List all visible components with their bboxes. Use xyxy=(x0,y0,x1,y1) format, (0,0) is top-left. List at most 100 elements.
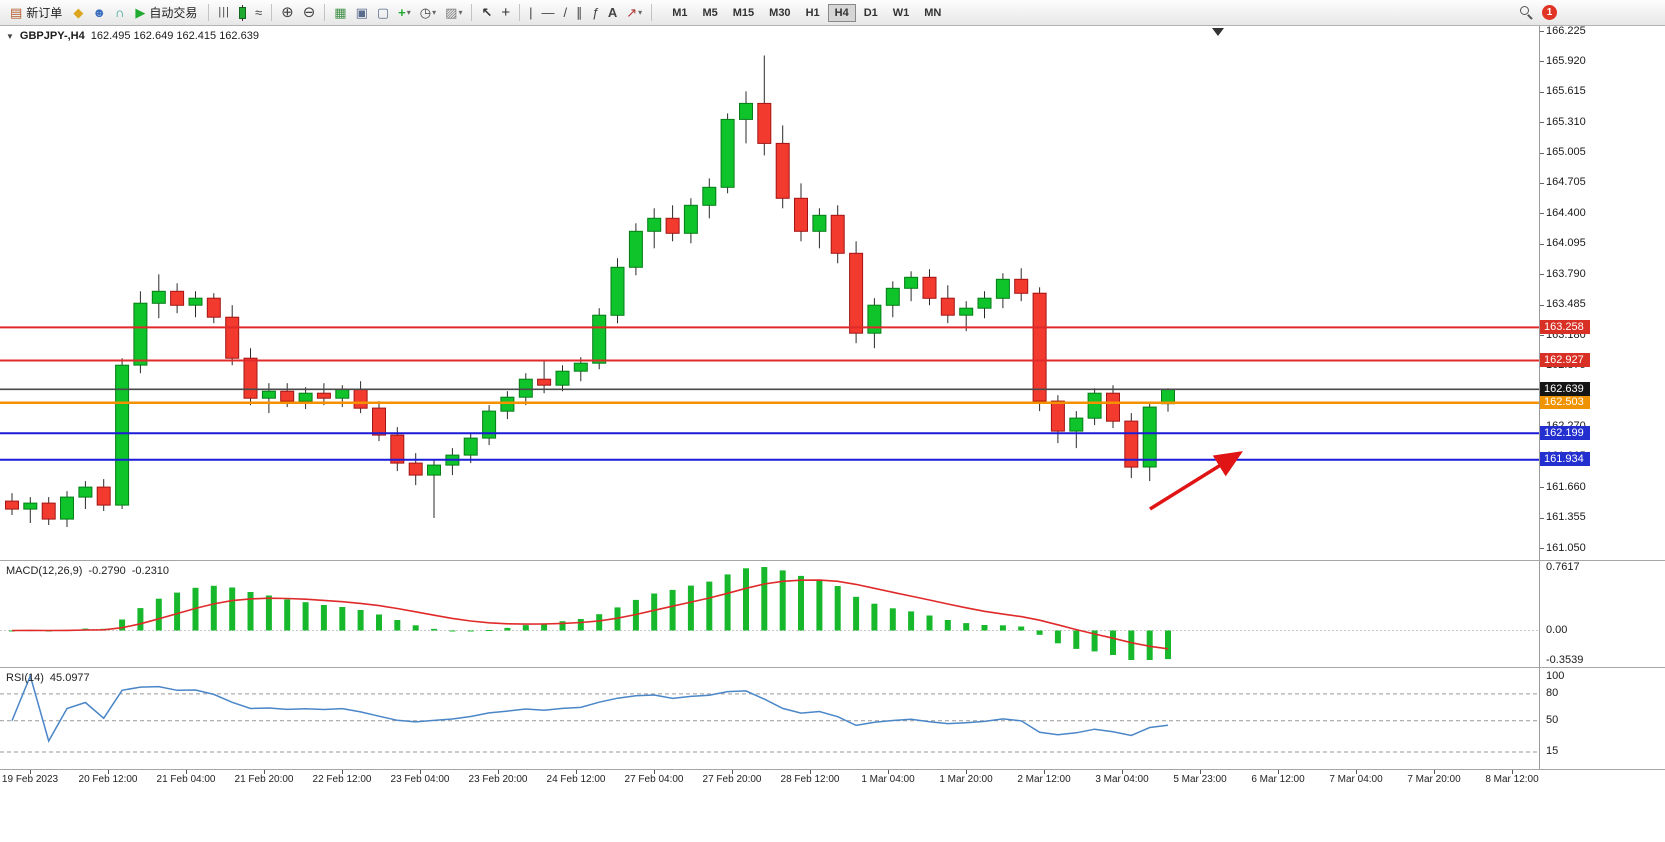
new-order-button[interactable]: ▤ 新订单 xyxy=(4,2,68,24)
trendline-tool-icon[interactable]: / xyxy=(563,5,568,20)
timeframe-button-m15[interactable]: M15 xyxy=(732,6,755,19)
price-axis-tick xyxy=(1540,335,1544,337)
price-axis-label: 161.050 xyxy=(1546,541,1586,554)
panel-separator[interactable] xyxy=(0,560,1665,561)
price-axis-label: 164.095 xyxy=(1546,237,1586,250)
diamond-icon[interactable]: ◆ xyxy=(73,5,84,20)
tile-windows-icon[interactable]: ▦ xyxy=(334,5,347,20)
one-click-trading-toggle-icon[interactable]: ▼ xyxy=(6,31,14,41)
timeframe-button-d1[interactable]: D1 xyxy=(863,6,878,19)
timeframe-button-h1[interactable]: H1 xyxy=(805,6,820,19)
chevron-down-icon: ▾ xyxy=(432,8,437,17)
toolbar-separator xyxy=(208,4,210,21)
macd-canvas[interactable] xyxy=(0,561,1540,667)
time-axis-tick xyxy=(108,770,109,774)
search-icon-handle xyxy=(1527,14,1533,20)
zoom-out-icon[interactable]: ⊖ xyxy=(302,4,316,21)
plus-icon: + xyxy=(398,5,406,20)
channel-tool-icon[interactable]: ∥ xyxy=(576,5,583,20)
price-level-tag: 163.258 xyxy=(1540,319,1590,334)
time-axis-tick xyxy=(810,770,811,774)
price-level-tag: 162.199 xyxy=(1540,425,1590,440)
timeframe-button-mn[interactable]: MN xyxy=(924,6,942,19)
macd-value-main: -0.2790 xyxy=(88,565,126,577)
candlestick-chart-icon[interactable] xyxy=(235,4,250,21)
macd-scale-label: 0.7617 xyxy=(1546,560,1580,573)
current-price-tag: 162.639 xyxy=(1540,381,1590,396)
window-arrange-icon[interactable]: ▣ xyxy=(355,5,368,20)
time-axis-tick xyxy=(1434,770,1435,774)
time-axis-label: 7 Mar 20:00 xyxy=(1407,774,1461,785)
chart-shift-marker[interactable] xyxy=(1212,28,1224,36)
price-axis-tick xyxy=(1540,517,1544,519)
add-indicator-button[interactable]: + ▾ xyxy=(394,6,415,19)
time-axis-label: 5 Mar 23:00 xyxy=(1173,774,1227,785)
periods-button[interactable]: ◷ ▾ xyxy=(416,6,440,19)
price-axis-label: 164.705 xyxy=(1546,176,1586,189)
crosshair-icon[interactable]: + xyxy=(501,4,511,21)
time-axis[interactable]: 19 Feb 2023 20 Feb 12:00 21 Feb 04:00 21 Fe… xyxy=(0,770,1665,790)
signals-icon[interactable]: ∩ xyxy=(115,5,125,20)
time-axis-label: 24 Feb 12:00 xyxy=(546,774,606,785)
time-axis-label: 21 Feb 20:00 xyxy=(234,774,294,785)
arrow-icon: ↗ xyxy=(626,5,638,20)
price-chart-can­vas[interactable] xyxy=(0,26,1540,560)
price-axis-label: 164.400 xyxy=(1546,206,1586,219)
bar-chart-icon[interactable]: ||| xyxy=(218,6,230,18)
rsi-scale-axis[interactable]: 100 80 50 15 xyxy=(1540,668,1665,769)
macd-value-signal: -0.2310 xyxy=(131,565,170,577)
time-axis-label: 28 Feb 12:00 xyxy=(780,774,840,785)
price-axis-label: 166.225 xyxy=(1546,24,1586,37)
notification-badge[interactable]: 1 xyxy=(1542,5,1557,20)
price-axis-tick xyxy=(1540,182,1544,184)
timeframe-button-m1[interactable]: M1 xyxy=(672,6,688,19)
price-axis-tick xyxy=(1540,487,1544,489)
text-tool-icon[interactable]: A xyxy=(607,5,618,20)
rsi-canvas[interactable] xyxy=(0,668,1540,769)
horizontal-line-tool-icon[interactable]: — xyxy=(541,5,555,20)
arrows-tool-button[interactable]: ↗ ▾ xyxy=(622,6,646,19)
price-axis-tick xyxy=(1540,548,1544,549)
time-axis-label: 1 Mar 20:00 xyxy=(939,774,993,785)
line-chart-icon[interactable]: ≈ xyxy=(254,5,263,20)
window-cascade-icon[interactable]: ▢ xyxy=(376,5,390,20)
auto-trading-button[interactable]: ▶ 自动交易 xyxy=(129,2,203,24)
chevron-down-icon: ▾ xyxy=(406,8,411,17)
search-icon[interactable] xyxy=(1520,6,1533,20)
vertical-line-tool-icon[interactable]: | xyxy=(529,5,533,20)
macd-panel: MACD(12,26,9) -0.2790 -0.2310 0.7617 0.00… xyxy=(0,561,1665,667)
time-axis-tick xyxy=(264,770,265,774)
time-axis-tick xyxy=(342,770,343,774)
timeframe-button-m30[interactable]: M30 xyxy=(769,6,791,19)
macd-scale-axis[interactable]: 0.7617 0.00 -0.3539 xyxy=(1540,561,1665,667)
chevron-down-icon: ▾ xyxy=(458,8,463,17)
price-axis-label: 165.005 xyxy=(1546,146,1586,159)
time-axis-label: 20 Feb 12:00 xyxy=(78,774,138,785)
fibonacci-tool-icon[interactable]: ƒ xyxy=(591,5,599,20)
time-axis-tick xyxy=(420,770,421,774)
toolbar-separator xyxy=(651,4,653,21)
timeframe-button-m5[interactable]: M5 xyxy=(702,6,718,19)
templates-button[interactable]: ▨ ▾ xyxy=(441,6,466,19)
price-axis[interactable]: 166.225 165.920 165.615 165.310 165.005 164.7… xyxy=(1540,24,1665,560)
price-axis-label: 165.615 xyxy=(1546,85,1586,98)
panel-separator[interactable] xyxy=(0,667,1665,668)
profile-icon[interactable]: ☻ xyxy=(92,5,106,20)
zoom-in-icon[interactable]: ⊕ xyxy=(281,4,294,21)
price-axis-border xyxy=(1539,26,1540,560)
time-axis-tick xyxy=(966,770,967,774)
trend-arrow-annotation[interactable] xyxy=(1149,451,1243,511)
time-axis-tick xyxy=(498,770,499,774)
timeframe-button-h4[interactable]: H4 xyxy=(827,3,856,22)
price-axis-label: 161.660 xyxy=(1546,480,1586,493)
rsi-scale-label: 80 xyxy=(1546,687,1559,700)
price-axis-tick xyxy=(1540,213,1544,215)
time-axis-tick xyxy=(1122,770,1123,774)
panel-separator[interactable] xyxy=(0,769,1665,770)
cursor-icon[interactable]: ↖ xyxy=(481,5,493,20)
main-chart-panel: ▼ GBPJPY-,H4 162.495 162.649 162.415 162… xyxy=(0,24,1665,560)
timeframe-button-w1[interactable]: W1 xyxy=(892,6,910,19)
rsi-name: RSI(14) xyxy=(6,672,44,684)
time-axis-tick xyxy=(1200,770,1201,774)
candle-glyph-icon xyxy=(238,4,246,21)
